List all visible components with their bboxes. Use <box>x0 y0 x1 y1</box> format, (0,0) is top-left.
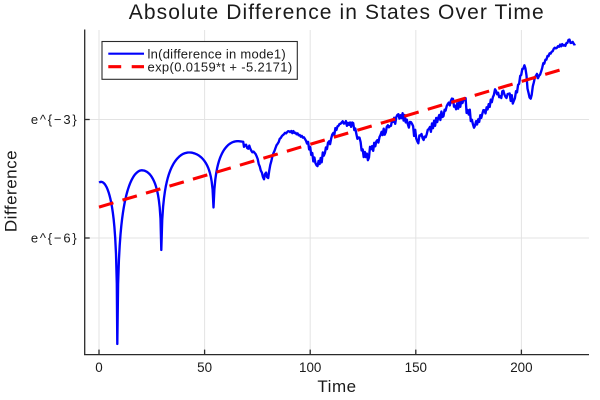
svg-text:100: 100 <box>299 360 321 375</box>
svg-text:Absolute Difference in States: Absolute Difference in States Over Time <box>129 1 545 24</box>
svg-text:e^{−6}: e^{−6} <box>31 231 79 246</box>
svg-text:ln(difference in mode1): ln(difference in mode1) <box>148 46 286 61</box>
svg-text:Difference: Difference <box>2 150 21 232</box>
svg-text:0: 0 <box>95 360 102 375</box>
svg-text:e^{−3}: e^{−3} <box>31 112 79 127</box>
svg-text:150: 150 <box>405 360 427 375</box>
svg-text:200: 200 <box>510 360 532 375</box>
svg-text:Time: Time <box>317 377 356 396</box>
svg-text:50: 50 <box>197 360 212 375</box>
svg-text:exp(0.0159*t + -5.2171): exp(0.0159*t + -5.2171) <box>148 59 293 74</box>
